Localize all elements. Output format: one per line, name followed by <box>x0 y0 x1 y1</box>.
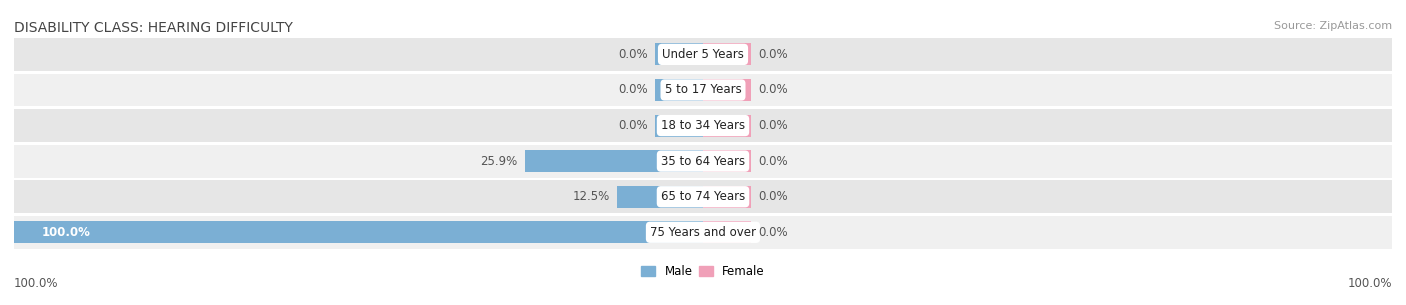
Text: 0.0%: 0.0% <box>619 48 648 61</box>
Bar <box>703 150 751 172</box>
Text: 0.0%: 0.0% <box>619 84 648 96</box>
Bar <box>655 115 703 137</box>
Bar <box>655 43 703 66</box>
Text: 0.0%: 0.0% <box>758 226 787 239</box>
Text: 0.0%: 0.0% <box>758 155 787 168</box>
Text: 100.0%: 100.0% <box>14 277 59 290</box>
Bar <box>14 145 1392 178</box>
Bar <box>14 221 703 243</box>
Bar <box>703 43 751 66</box>
Text: 25.9%: 25.9% <box>481 155 517 168</box>
Text: 12.5%: 12.5% <box>572 190 610 203</box>
Text: DISABILITY CLASS: HEARING DIFFICULTY: DISABILITY CLASS: HEARING DIFFICULTY <box>14 21 292 35</box>
Bar <box>14 38 1392 71</box>
Bar <box>703 79 751 101</box>
Bar <box>703 221 751 243</box>
Bar <box>703 115 751 137</box>
Text: 65 to 74 Years: 65 to 74 Years <box>661 190 745 203</box>
Bar <box>655 79 703 101</box>
Text: 35 to 64 Years: 35 to 64 Years <box>661 155 745 168</box>
Bar <box>14 180 1392 213</box>
Text: 0.0%: 0.0% <box>619 119 648 132</box>
Text: 18 to 34 Years: 18 to 34 Years <box>661 119 745 132</box>
Text: 100.0%: 100.0% <box>1347 277 1392 290</box>
Bar <box>14 216 1392 249</box>
Bar <box>524 150 703 172</box>
Text: Source: ZipAtlas.com: Source: ZipAtlas.com <box>1274 21 1392 31</box>
Text: 75 Years and over: 75 Years and over <box>650 226 756 239</box>
Legend: Male, Female: Male, Female <box>637 260 769 283</box>
Text: 0.0%: 0.0% <box>758 190 787 203</box>
Bar <box>14 109 1392 142</box>
Text: 5 to 17 Years: 5 to 17 Years <box>665 84 741 96</box>
Text: 0.0%: 0.0% <box>758 48 787 61</box>
Text: Under 5 Years: Under 5 Years <box>662 48 744 61</box>
Bar <box>617 186 703 208</box>
Bar <box>703 186 751 208</box>
Text: 100.0%: 100.0% <box>42 226 90 239</box>
Text: 0.0%: 0.0% <box>758 84 787 96</box>
Text: 0.0%: 0.0% <box>758 119 787 132</box>
Bar <box>14 74 1392 106</box>
